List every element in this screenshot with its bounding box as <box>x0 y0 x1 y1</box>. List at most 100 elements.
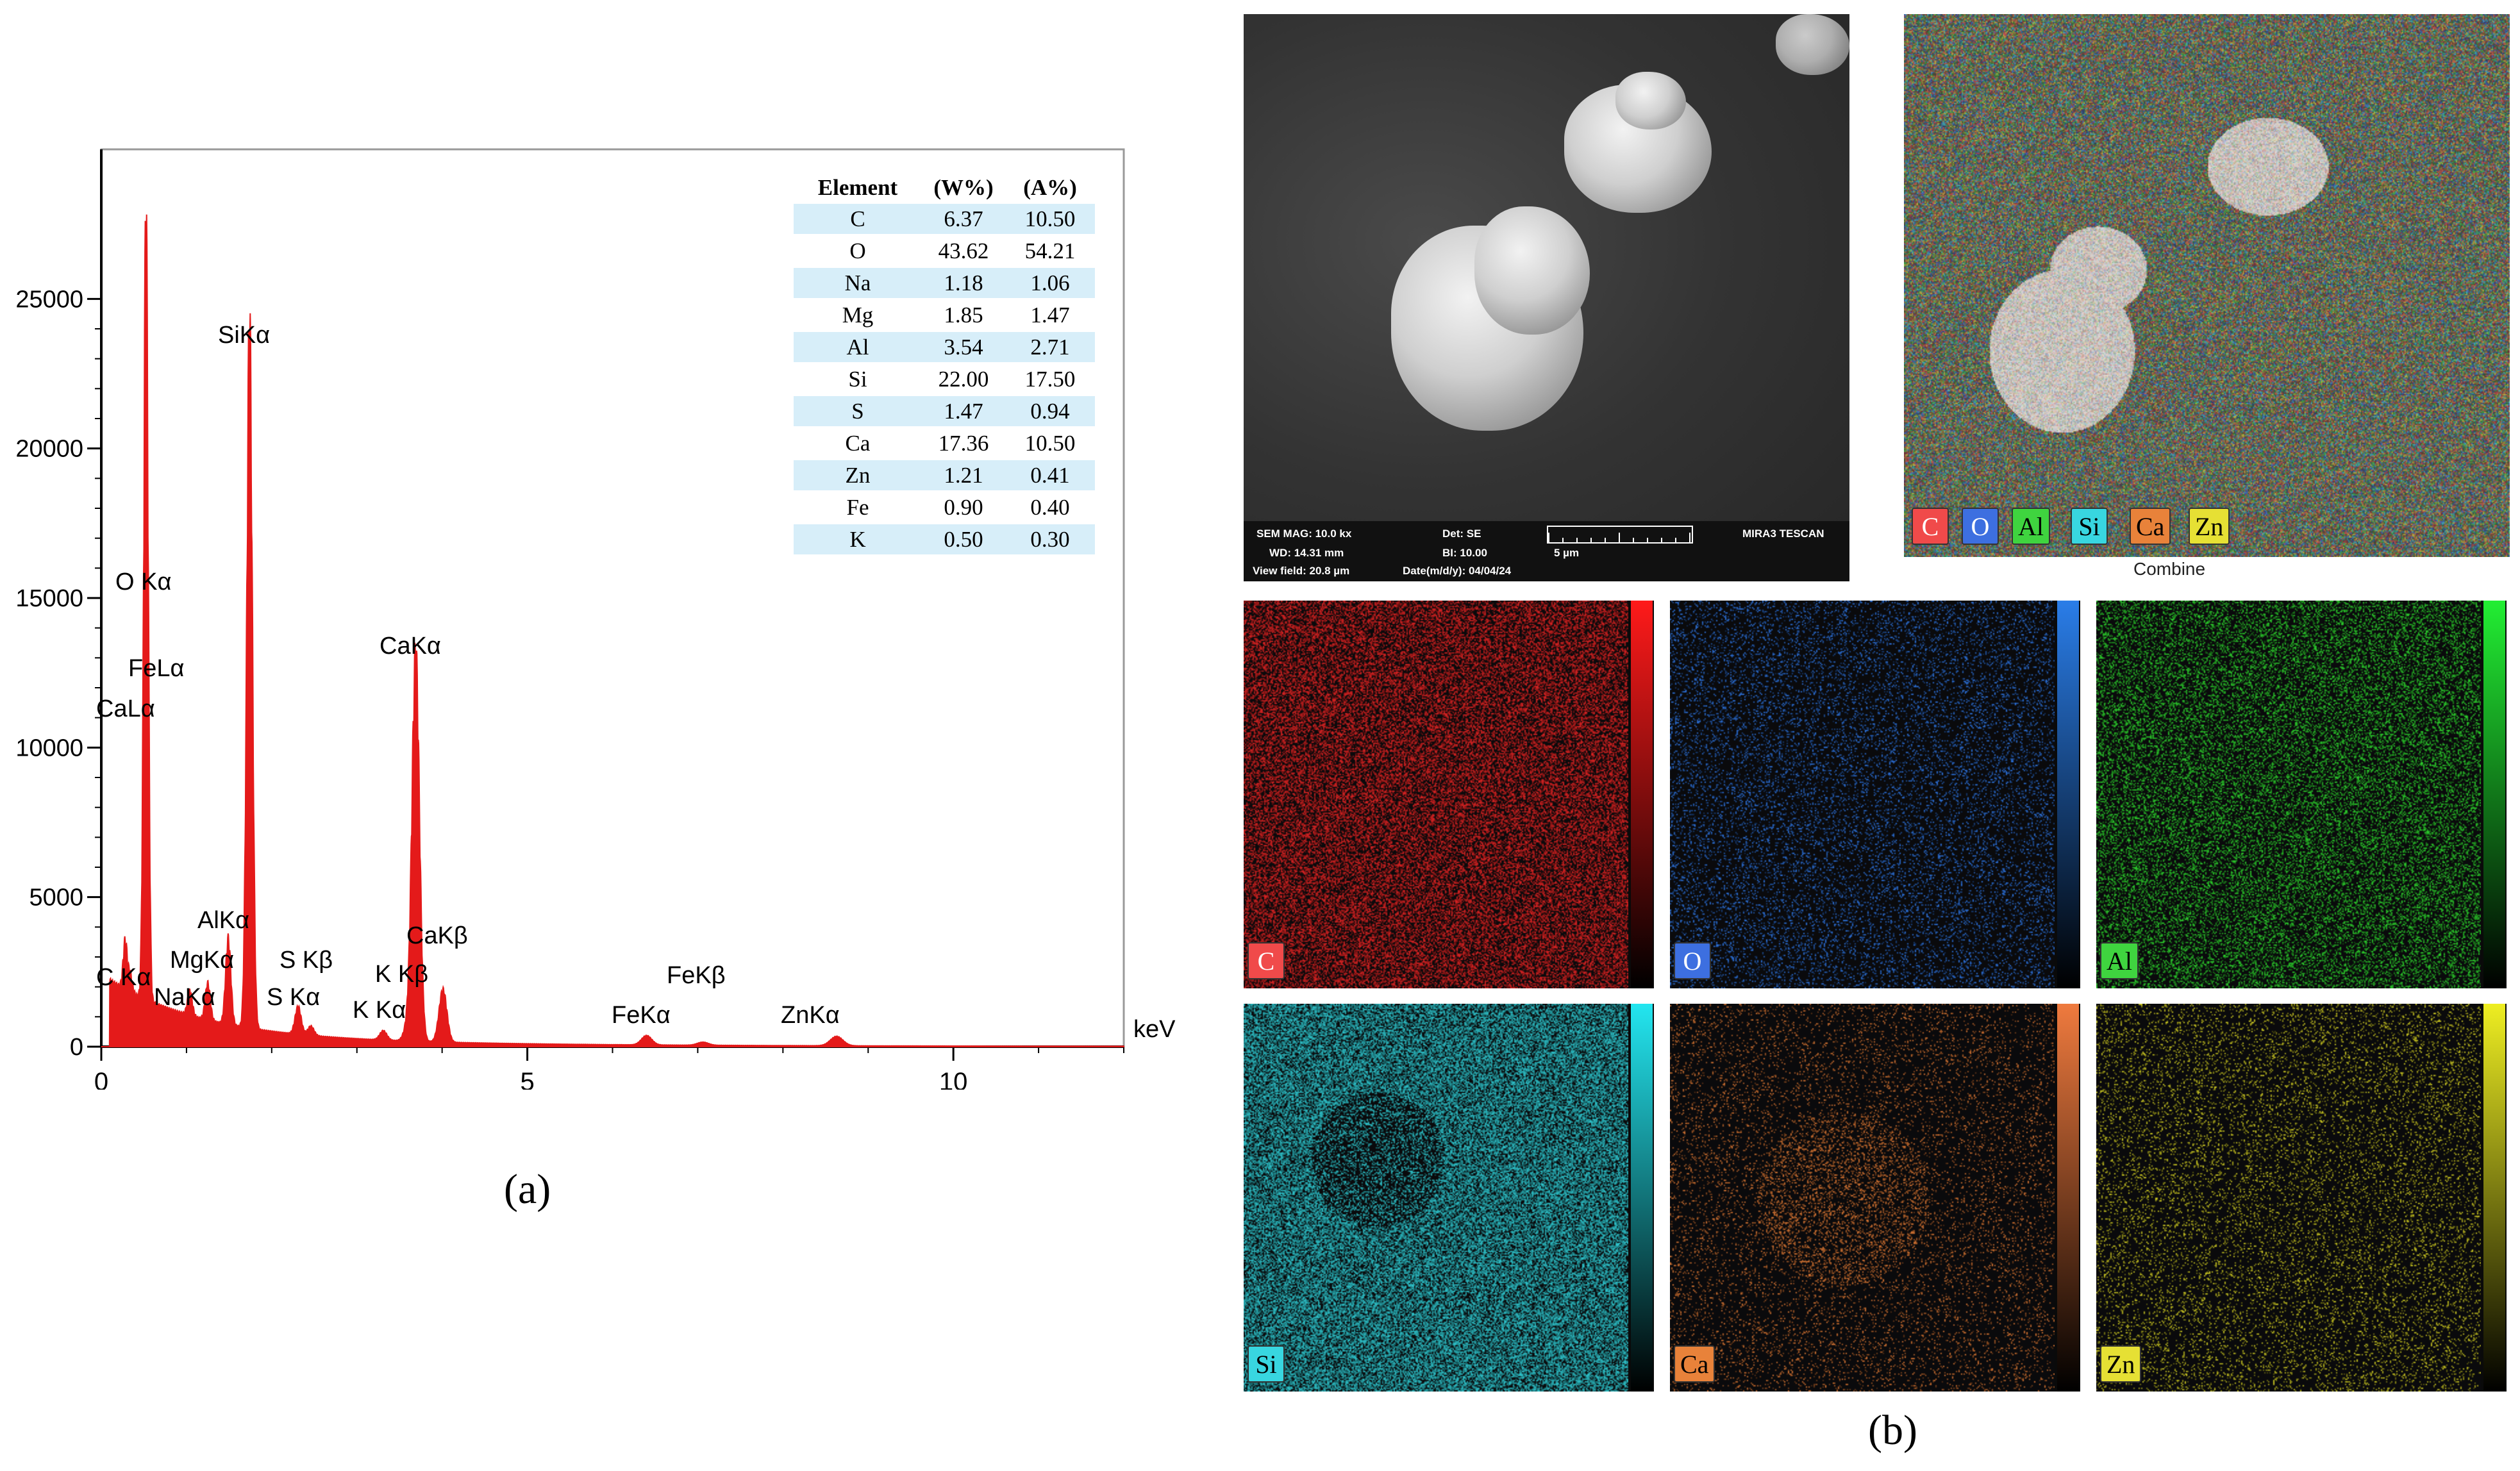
weight-percent-cell: 1.47 <box>922 395 1005 428</box>
element-map-al: Al <box>2096 601 2507 988</box>
element-map-c: C <box>1244 601 1654 988</box>
element-map-o: O <box>1670 601 2080 988</box>
table-header: (A%) <box>1023 175 1077 200</box>
scale-bar <box>1547 526 1693 544</box>
atomic-percent-cell: 10.50 <box>1005 427 1095 460</box>
intensity-colorbar <box>2057 1004 2079 1392</box>
element-cell: Al <box>794 331 922 364</box>
peak-label: FeKα <box>612 1002 671 1029</box>
caption-a: (a) <box>504 1166 551 1213</box>
atomic-percent-cell: 17.50 <box>1005 363 1095 396</box>
weight-percent-cell: 0.50 <box>922 523 1005 556</box>
particle <box>1615 72 1686 129</box>
y-tick-label: 25000 <box>15 286 83 313</box>
weight-percent-cell: 17.36 <box>922 427 1005 460</box>
element-map-zn: Zn <box>2096 1004 2507 1392</box>
atomic-percent-cell: 1.06 <box>1005 267 1095 300</box>
atomic-percent-cell: 0.30 <box>1005 523 1095 556</box>
intensity-colorbar <box>1631 601 1653 988</box>
caption-b: (b) <box>1868 1407 1917 1454</box>
sem-bi: BI: 10.00 <box>1442 547 1487 559</box>
table-row: Si 22.00 17.50 <box>794 363 1095 396</box>
peak-label: CaKβ <box>406 922 468 949</box>
peak-label: ZnKα <box>781 1002 840 1029</box>
y-tick-label: 20000 <box>15 436 83 463</box>
map-label-zn: Zn <box>2100 1345 2142 1383</box>
legend-chip-al: Al <box>2012 508 2050 545</box>
y-tick-label: 10000 <box>15 735 83 761</box>
map-label-o: O <box>1674 942 1711 979</box>
combined-map: C O Al Si Ca Zn <box>1904 14 2510 557</box>
particle <box>1474 206 1590 335</box>
legend-chip-si: Si <box>2071 508 2108 545</box>
table-row: S 1.47 0.94 <box>794 395 1095 428</box>
table-row: Al 3.54 2.71 <box>794 331 1095 364</box>
weight-percent-cell: 1.21 <box>922 459 1005 492</box>
element-cell: Zn <box>794 459 922 492</box>
element-map-canvas <box>1244 1004 1628 1392</box>
sem-view-field: View field: 20.8 µm <box>1253 565 1350 577</box>
element-map-canvas <box>2096 1004 2481 1392</box>
element-map-canvas <box>1670 601 2055 988</box>
table-row: Fe 0.90 0.40 <box>794 491 1095 524</box>
y-tick-label: 5000 <box>29 885 83 911</box>
element-cell: Fe <box>794 491 922 524</box>
y-ticks: 0 5000 10000 15000 20000 25000 <box>15 286 101 1061</box>
table-row: O 43.62 54.21 <box>794 235 1095 268</box>
peak-label: S Kβ <box>280 947 333 974</box>
peak-label: O Kα <box>115 569 171 595</box>
intensity-colorbar <box>2483 601 2505 988</box>
map-label-si: Si <box>1247 1345 1285 1383</box>
element-map-canvas <box>2096 601 2481 988</box>
map-label-al: Al <box>2100 942 2139 979</box>
legend-chip-o: O <box>1962 508 1999 545</box>
weight-percent-cell: 0.90 <box>922 491 1005 524</box>
peak-label: FeKβ <box>667 962 726 989</box>
element-cell: S <box>794 395 922 428</box>
atomic-percent-cell: 0.94 <box>1005 395 1095 428</box>
sem-brand: MIRA3 TESCAN <box>1742 528 1824 540</box>
sem-info-bar: SEM MAG: 10.0 kx Det: SE MIRA3 TESCAN WD… <box>1244 521 1849 581</box>
atomic-percent-cell: 0.41 <box>1005 459 1095 492</box>
element-map-si: Si <box>1244 1004 1654 1392</box>
peak-label: C Kα <box>96 964 151 991</box>
peak-label: S Kα <box>267 984 320 1011</box>
spectrum-trace <box>101 214 1124 1047</box>
weight-percent-cell: 1.18 <box>922 267 1005 300</box>
intensity-colorbar <box>1631 1004 1653 1392</box>
sem-detector: Det: SE <box>1442 528 1481 540</box>
table-row: C 6.37 10.50 <box>794 204 1095 236</box>
atomic-percent-cell: 0.40 <box>1005 491 1095 524</box>
element-cell: C <box>794 204 922 236</box>
x-tick-label: 0 <box>94 1068 108 1090</box>
y-tick-label: 0 <box>70 1034 83 1061</box>
element-map-ca: Ca <box>1670 1004 2080 1392</box>
panel-a-eds-spectrum: 0 5000 10000 15000 20000 25000 0 5 10 SiKα O Kα F… <box>0 0 1205 1282</box>
combine-label: Combine <box>2133 559 2206 579</box>
peak-label: AlKα <box>197 907 249 934</box>
table-header-row: Element (W%) (A%) <box>794 172 1095 204</box>
weight-percent-cell: 22.00 <box>922 363 1005 396</box>
peak-label: FeLα <box>128 655 184 682</box>
sem-wd: WD: 14.31 mm <box>1269 547 1344 559</box>
weight-percent-cell: 43.62 <box>922 235 1005 268</box>
x-tick-label: 10 <box>939 1068 968 1090</box>
element-map-canvas <box>1670 1004 2055 1392</box>
atomic-percent-cell: 10.50 <box>1005 204 1095 236</box>
weight-percent-cell: 3.54 <box>922 331 1005 364</box>
atomic-percent-cell: 2.71 <box>1005 331 1095 364</box>
peak-label: K Kβ <box>375 961 428 988</box>
legend-chip-ca: Ca <box>2130 508 2171 545</box>
atomic-percent-cell: 1.47 <box>1005 299 1095 332</box>
sem-date: Date(m/d/y): 04/04/24 <box>1403 565 1512 577</box>
table-row: K 0.50 0.30 <box>794 523 1095 556</box>
peak-label: CaKα <box>380 633 441 660</box>
weight-percent-cell: 1.85 <box>922 299 1005 332</box>
table-row: Zn 1.21 0.41 <box>794 459 1095 492</box>
map-label-ca: Ca <box>1674 1345 1715 1383</box>
table-header: (W%) <box>933 175 994 200</box>
table-header: Element <box>817 175 898 200</box>
legend-chip-zn: Zn <box>2189 508 2230 545</box>
peak-label: MgKα <box>170 947 234 974</box>
